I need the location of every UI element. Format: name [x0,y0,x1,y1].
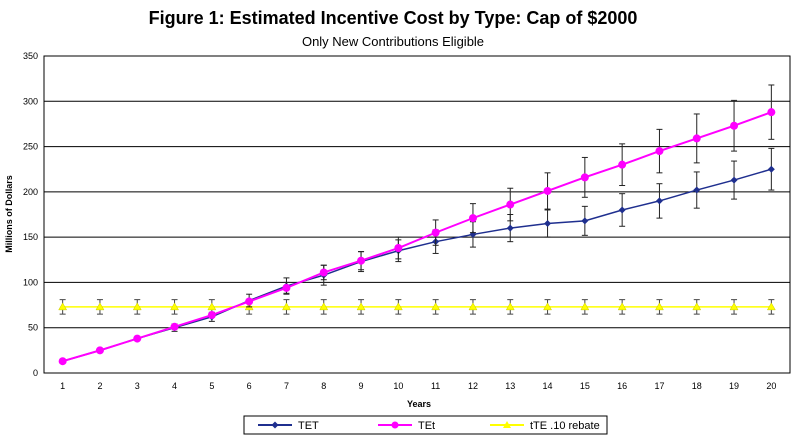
data-point [170,302,179,311]
data-point [282,302,291,311]
x-tick-label: 3 [135,381,140,391]
data-point [95,346,104,355]
x-tick-label: 2 [97,381,102,391]
legend: TET TEt tTE .10 rebate [243,415,608,435]
data-point [655,302,664,311]
data-point [618,160,627,169]
y-tick-label: 100 [23,277,38,287]
data-point [431,228,440,237]
data-point [245,297,254,306]
x-tick-label: 9 [359,381,364,391]
x-tick-label: 13 [505,381,515,391]
plot-frame [43,55,791,374]
data-point [580,173,589,182]
data-point [431,302,441,311]
series-line [62,168,772,362]
data-point [356,302,366,311]
data-point [506,200,515,209]
data-point [468,214,477,223]
legend-marker [503,421,511,428]
data-point [655,147,664,156]
chart-title: Figure 1: Estimated Incentive Cost by Ty… [149,8,638,28]
y-tick-label: 150 [23,232,38,242]
series-tet [58,84,776,366]
data-point [766,302,776,311]
data-point [58,302,68,311]
y-tick-label: 50 [28,323,38,333]
legend-marker [391,421,399,429]
data-point [617,302,627,311]
legend-marker [271,421,279,429]
data-point [767,108,776,117]
x-tick-label: 20 [766,381,776,391]
y-tick-label: 250 [23,142,38,152]
data-point [319,302,329,311]
data-point [282,283,291,292]
x-tick-label: 14 [543,381,553,391]
data-point [394,244,403,253]
x-tick-label: 5 [209,381,214,391]
data-point [357,256,366,265]
series-tet [59,147,775,365]
data-point [692,134,701,143]
x-tick-label: 17 [654,381,664,391]
data-point [170,322,179,331]
x-tick-label: 4 [172,381,177,391]
series-line [62,111,772,363]
x-tick-label: 19 [729,381,739,391]
data-point [655,197,663,205]
data-point [693,186,701,194]
x-axis-label: Years [407,399,431,409]
legend-label: tTE .10 rebate [530,420,600,432]
data-point [207,302,217,311]
data-point [393,302,403,311]
y-tick-label: 0 [33,368,38,378]
data-point [767,165,775,173]
data-point [58,357,67,366]
data-point [730,121,739,130]
data-point [730,176,738,184]
x-tick-label: 8 [321,381,326,391]
x-tick-label: 15 [580,381,590,391]
y-tick-label: 350 [23,51,38,61]
x-tick-label: 10 [393,381,403,391]
data-point [729,302,739,311]
data-point [580,302,590,311]
y-axis-label: Millions of Dollars [4,175,14,253]
x-tick-labels: 1 2 3 4 5 6 7 8 9 10 11 12 13 14 15 16 17 18 19 20 [60,381,776,391]
data-point [692,302,702,311]
data-point [618,206,626,214]
gridlines [44,100,790,329]
data-point [133,334,142,343]
legend-label: TEt [418,420,435,432]
data-point [95,302,105,311]
x-tick-label: 12 [468,381,478,391]
series-group [58,84,776,366]
y-tick-label: 300 [23,96,38,106]
data-point [544,220,552,228]
x-tick-label: 16 [617,381,627,391]
legend-label: TET [298,420,319,432]
data-point [543,186,552,195]
legend-box [243,415,608,435]
data-point [319,268,328,277]
y-tick-labels: 0 50 100 150 200 250 300 350 [23,51,38,378]
x-tick-label: 18 [692,381,702,391]
chart-subtitle: Only New Contributions Eligible [302,34,484,49]
data-point [132,302,142,311]
series-tte-10-rebate [58,299,776,315]
x-tick-label: 7 [284,381,289,391]
data-point [506,224,514,232]
data-point [505,302,515,311]
data-point [581,217,589,225]
data-point [207,311,216,320]
x-tick-label: 11 [431,381,440,391]
x-tick-label: 1 [60,381,65,391]
data-point [468,302,478,311]
x-tick-label: 6 [247,381,252,391]
data-point [543,302,552,311]
y-tick-label: 200 [23,187,38,197]
